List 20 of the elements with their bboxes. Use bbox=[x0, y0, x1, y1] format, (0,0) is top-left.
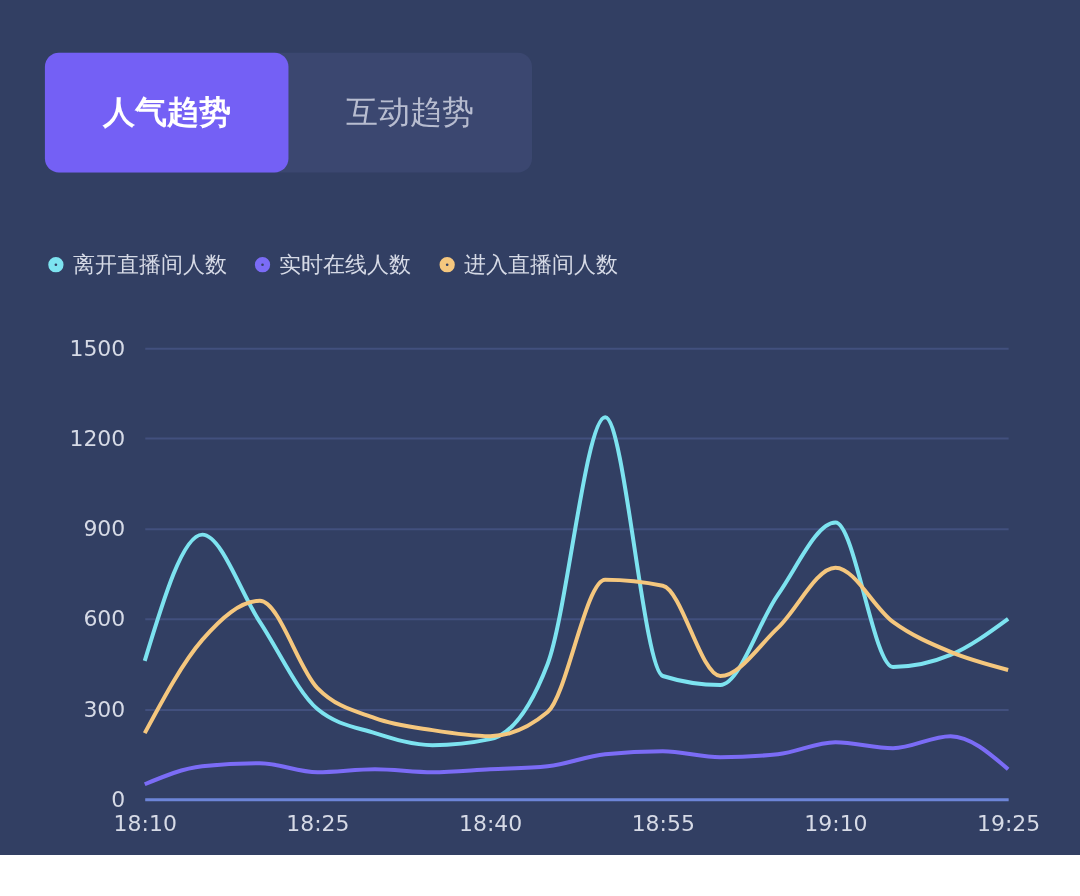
legend-label: 离开直播间人数 bbox=[72, 251, 227, 277]
y-tick-label: 1500 bbox=[69, 335, 126, 361]
legend-label: 实时在线人数 bbox=[279, 251, 412, 277]
y-tick-label: 900 bbox=[83, 516, 126, 542]
x-tick-label: 18:25 bbox=[286, 810, 350, 836]
y-tick-label: 600 bbox=[83, 606, 126, 632]
x-tick-label: 19:25 bbox=[977, 810, 1041, 836]
x-tick-label: 18:40 bbox=[458, 810, 523, 836]
line-series bbox=[142, 565, 1011, 739]
legend-label: 进入直播间人数 bbox=[464, 251, 619, 277]
line-series bbox=[142, 734, 1011, 787]
line-series bbox=[142, 415, 1011, 748]
x-tick-label: 19:10 bbox=[804, 810, 868, 836]
text: 人气趋势 bbox=[101, 92, 231, 131]
y-tick-label: 1200 bbox=[69, 425, 126, 451]
x-tick-label: 18:10 bbox=[113, 810, 177, 836]
x-tick-label: 18:55 bbox=[631, 810, 695, 836]
y-tick-label: 300 bbox=[83, 696, 126, 722]
text: 互动趋势 bbox=[346, 92, 475, 131]
y-tick-label: 0 bbox=[111, 786, 126, 812]
